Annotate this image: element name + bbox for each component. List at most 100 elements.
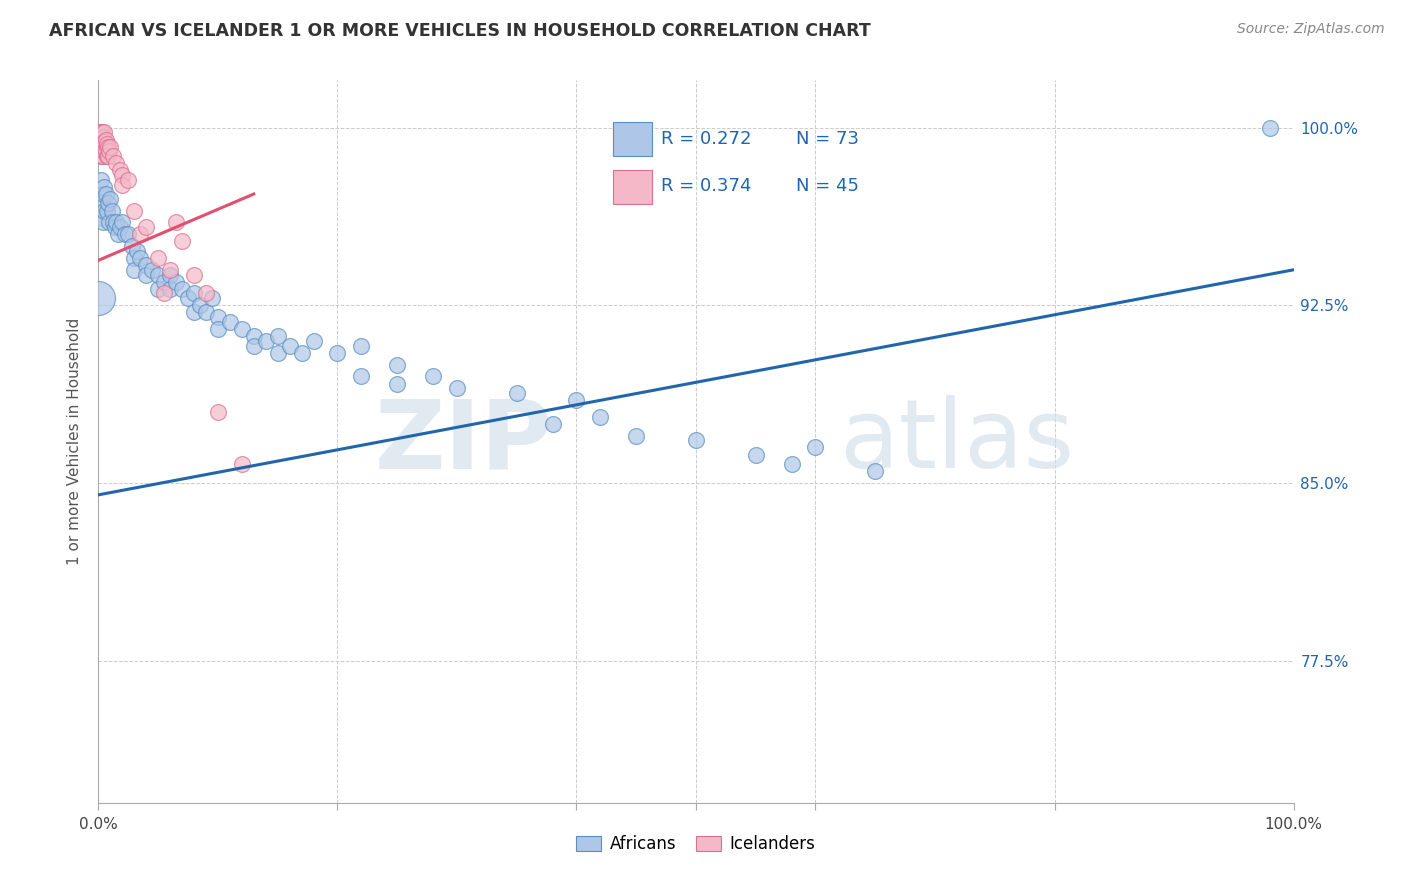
Point <box>129 251 152 265</box>
Point <box>91 211 114 225</box>
Point <box>745 448 768 462</box>
Point <box>90 132 112 146</box>
Point <box>135 258 157 272</box>
Point <box>231 457 253 471</box>
Point <box>91 149 114 163</box>
Point <box>804 441 827 455</box>
Point <box>91 196 114 211</box>
Point <box>129 227 152 242</box>
Point <box>135 220 157 235</box>
Point <box>165 275 187 289</box>
Point <box>207 405 229 419</box>
Point <box>111 215 134 229</box>
Point <box>114 227 136 242</box>
Point <box>172 282 194 296</box>
Point <box>148 282 170 296</box>
Point <box>506 386 529 401</box>
Point <box>183 268 205 282</box>
Point <box>90 149 112 163</box>
Point <box>91 139 114 153</box>
Point <box>422 369 444 384</box>
Point <box>188 298 211 312</box>
Point <box>97 149 120 163</box>
Point <box>195 305 218 319</box>
Point <box>91 139 114 153</box>
Point <box>93 203 115 218</box>
Point <box>385 358 409 372</box>
Point <box>98 215 121 229</box>
Point <box>121 239 143 253</box>
Point <box>93 125 115 139</box>
Point <box>101 149 124 163</box>
Point <box>117 227 139 242</box>
Point <box>98 192 122 206</box>
Y-axis label: 1 or more Vehicles in Household: 1 or more Vehicles in Household <box>67 318 83 566</box>
Point <box>865 464 887 478</box>
Point <box>108 220 131 235</box>
Point <box>101 215 124 229</box>
Point <box>105 215 128 229</box>
Point <box>89 139 111 153</box>
Point <box>243 338 266 352</box>
Point <box>91 125 114 139</box>
Point <box>302 334 325 348</box>
Point <box>91 149 114 163</box>
Point <box>91 130 114 145</box>
Point <box>91 132 114 146</box>
Point <box>201 291 224 305</box>
Text: atlas: atlas <box>839 395 1074 488</box>
Point <box>780 457 803 471</box>
Text: Source: ZipAtlas.com: Source: ZipAtlas.com <box>1237 22 1385 37</box>
Point <box>94 186 117 201</box>
Point <box>91 186 114 201</box>
Point <box>589 409 612 424</box>
Point <box>148 268 170 282</box>
Point <box>231 322 253 336</box>
Point <box>96 149 118 163</box>
Point <box>104 220 127 235</box>
Point <box>141 262 163 277</box>
Point <box>1258 120 1281 135</box>
Point <box>89 132 111 146</box>
Point <box>153 286 176 301</box>
Point <box>291 345 314 359</box>
Point <box>89 125 111 139</box>
Point <box>98 145 121 159</box>
Point <box>100 203 122 218</box>
Point <box>97 139 120 153</box>
Point <box>326 345 349 359</box>
Point <box>108 163 131 178</box>
Point <box>165 215 187 229</box>
Point <box>93 180 115 194</box>
Text: N = 45: N = 45 <box>796 177 859 194</box>
Text: N = 73: N = 73 <box>796 129 859 148</box>
Point <box>159 282 181 296</box>
Point <box>96 137 118 152</box>
Bar <box>613 122 652 155</box>
Point <box>91 215 114 229</box>
Point <box>350 338 373 352</box>
Point <box>172 235 194 249</box>
Point <box>183 286 205 301</box>
Point <box>446 381 468 395</box>
Point <box>148 251 170 265</box>
Point <box>135 268 157 282</box>
Point <box>98 139 122 153</box>
Point <box>111 178 134 192</box>
Point <box>685 434 707 448</box>
Point <box>90 125 112 139</box>
Point <box>385 376 409 391</box>
Point <box>93 135 115 149</box>
Point <box>243 329 266 343</box>
Point <box>159 268 181 282</box>
Point <box>207 310 229 325</box>
Point <box>267 329 290 343</box>
Point <box>207 322 229 336</box>
Point <box>124 203 146 218</box>
Point <box>124 262 146 277</box>
Point <box>97 196 120 211</box>
Legend: Africans, Icelanders: Africans, Icelanders <box>569 828 823 860</box>
Point <box>177 291 200 305</box>
Point <box>254 334 277 348</box>
Point <box>124 251 146 265</box>
